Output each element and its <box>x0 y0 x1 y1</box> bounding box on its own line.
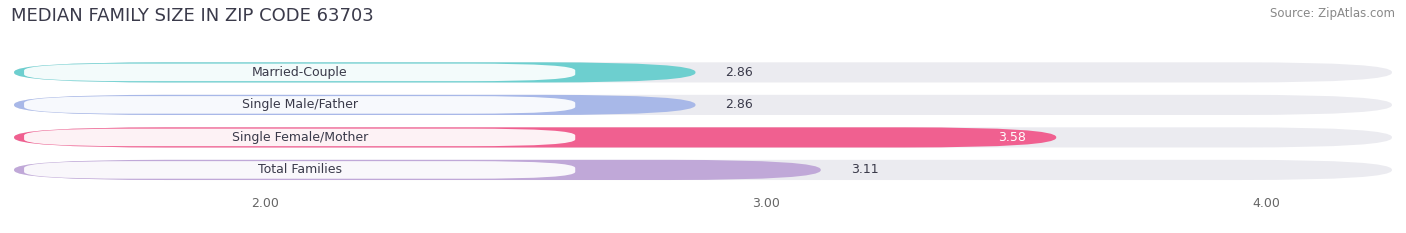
FancyBboxPatch shape <box>24 161 575 179</box>
FancyBboxPatch shape <box>24 129 575 146</box>
FancyBboxPatch shape <box>24 64 575 81</box>
FancyBboxPatch shape <box>24 96 575 114</box>
Text: 2.86: 2.86 <box>725 66 754 79</box>
FancyBboxPatch shape <box>14 95 696 115</box>
Text: 3.58: 3.58 <box>998 131 1026 144</box>
FancyBboxPatch shape <box>14 62 1392 82</box>
FancyBboxPatch shape <box>14 127 1392 147</box>
Text: Married-Couple: Married-Couple <box>252 66 347 79</box>
FancyBboxPatch shape <box>14 95 1392 115</box>
FancyBboxPatch shape <box>14 160 821 180</box>
FancyBboxPatch shape <box>14 127 1056 147</box>
FancyBboxPatch shape <box>14 62 696 82</box>
Text: Single Male/Father: Single Male/Father <box>242 98 357 111</box>
FancyBboxPatch shape <box>14 160 1392 180</box>
Text: Single Female/Mother: Single Female/Mother <box>232 131 368 144</box>
Text: MEDIAN FAMILY SIZE IN ZIP CODE 63703: MEDIAN FAMILY SIZE IN ZIP CODE 63703 <box>11 7 374 25</box>
Text: Source: ZipAtlas.com: Source: ZipAtlas.com <box>1270 7 1395 20</box>
Text: Total Families: Total Families <box>257 163 342 176</box>
Text: 3.11: 3.11 <box>851 163 879 176</box>
Text: 2.86: 2.86 <box>725 98 754 111</box>
